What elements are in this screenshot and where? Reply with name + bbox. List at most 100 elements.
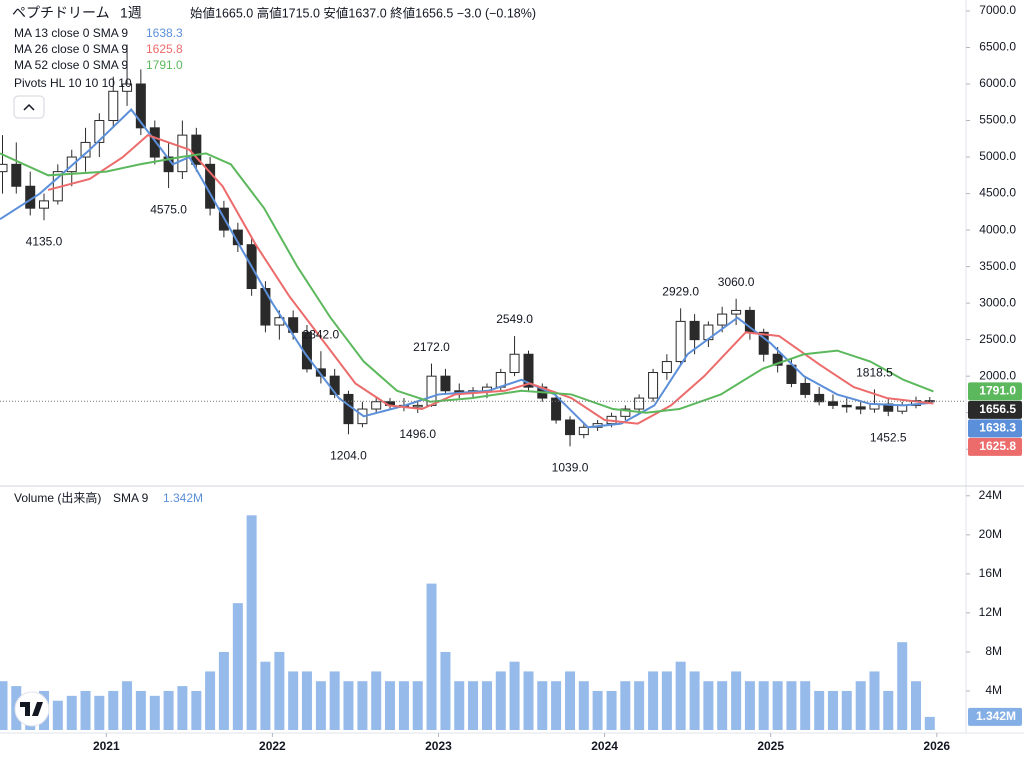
y-tick-label: 6000.0 bbox=[979, 76, 1016, 90]
candle-body bbox=[855, 406, 866, 410]
volume-bar bbox=[454, 681, 465, 730]
pivot-label: 1818.5 bbox=[856, 366, 893, 380]
volume-bar bbox=[357, 681, 368, 730]
pivots-title: Pivots HL 10 10 10 10 bbox=[14, 76, 132, 90]
price-badge-label: 1791.0 bbox=[979, 384, 1016, 398]
candle-body bbox=[717, 313, 728, 326]
volume-bar bbox=[620, 681, 631, 730]
price-badge bbox=[968, 382, 1022, 401]
candle-body bbox=[827, 401, 838, 406]
volume-bar bbox=[66, 695, 77, 730]
candle-body bbox=[135, 83, 146, 129]
candle-body bbox=[758, 331, 769, 355]
volume-bar bbox=[384, 681, 395, 730]
legend-label: MA 26 close 0 SMA 9 bbox=[14, 42, 128, 56]
pivot-label: 1452.5 bbox=[870, 430, 907, 444]
volume-bar bbox=[343, 681, 354, 730]
y-tick-label: 5500.0 bbox=[979, 113, 1016, 127]
volume-bar bbox=[786, 681, 797, 730]
legend-value: 1791.0 bbox=[146, 58, 183, 72]
candle-body bbox=[731, 309, 742, 315]
candle-body bbox=[0, 163, 8, 173]
candle-body bbox=[412, 404, 423, 408]
y-tick-label: 6500.0 bbox=[979, 40, 1016, 54]
volume-last: 1.342M bbox=[163, 491, 203, 505]
y-tick-label: 3500.0 bbox=[979, 259, 1016, 273]
volume-bar bbox=[606, 690, 617, 730]
candle-body bbox=[689, 320, 700, 341]
volume-bar bbox=[634, 681, 645, 730]
volume-bar bbox=[744, 681, 755, 730]
candle-body bbox=[648, 372, 659, 399]
volume-bar bbox=[288, 671, 299, 730]
ma-line bbox=[0, 152, 934, 414]
y-tick-label: 3000.0 bbox=[979, 295, 1016, 309]
candle-body bbox=[509, 353, 520, 374]
pivot-label: 2929.0 bbox=[662, 284, 699, 298]
volume-bar bbox=[509, 661, 520, 730]
legend-value: 1625.8 bbox=[146, 42, 183, 56]
volume-bar bbox=[578, 681, 589, 730]
volume-bar bbox=[440, 651, 451, 730]
y-tick-label: 4000.0 bbox=[979, 222, 1016, 236]
interval: 1週 bbox=[120, 5, 142, 21]
volume-bar bbox=[703, 681, 714, 730]
volume-badge-label: 1.342M bbox=[976, 709, 1016, 723]
x-tick-label: 2021 bbox=[93, 739, 120, 753]
volume-bar bbox=[135, 690, 146, 730]
y-tick-label: 4500.0 bbox=[979, 186, 1016, 200]
legend-label: MA 52 close 0 SMA 9 bbox=[14, 58, 128, 72]
pivot-label: 2549.0 bbox=[496, 312, 533, 326]
volume-bar bbox=[426, 583, 437, 730]
pivot-label: 2172.0 bbox=[413, 340, 450, 354]
candle-body bbox=[94, 120, 105, 143]
symbol: ペプチドリーム bbox=[12, 5, 110, 21]
volume-subtitle: SMA 9 bbox=[113, 491, 149, 505]
collapse-icon bbox=[23, 103, 35, 111]
volume-bar bbox=[398, 681, 409, 730]
y-tick-label: 2000.0 bbox=[979, 368, 1016, 382]
price-badge-label: 1625.8 bbox=[979, 439, 1016, 453]
volume-bar bbox=[52, 700, 63, 730]
candle-body bbox=[122, 83, 133, 92]
volume-bar bbox=[260, 661, 271, 730]
price-badge bbox=[968, 400, 1022, 419]
price-badge bbox=[968, 419, 1022, 438]
volume-title: Volume (出来高) bbox=[14, 490, 101, 505]
x-tick-label: 2022 bbox=[259, 739, 286, 753]
volume-bar bbox=[232, 603, 243, 730]
overlay: ペプチドリーム 1週 始値1665.0 高値1715.0 安値1637.0 終値… bbox=[12, 5, 1022, 727]
volume-bar bbox=[551, 681, 562, 730]
volume-bar bbox=[149, 695, 160, 730]
volume-bar bbox=[661, 671, 672, 730]
candle-body bbox=[800, 382, 811, 395]
candle-body bbox=[191, 134, 202, 165]
candle-body bbox=[661, 361, 672, 374]
volume-bar bbox=[855, 681, 866, 730]
volume-bar bbox=[481, 681, 492, 730]
x-tick-label: 2026 bbox=[923, 739, 950, 753]
collapse-button[interactable] bbox=[13, 95, 45, 119]
volume-bar bbox=[731, 671, 742, 730]
candle-body bbox=[39, 200, 50, 209]
volume-bar bbox=[565, 671, 576, 730]
pivot-label: 1496.0 bbox=[399, 427, 436, 441]
price-badge-label: 1638.3 bbox=[979, 421, 1016, 435]
volume-bar bbox=[0, 681, 8, 730]
candle-body bbox=[177, 134, 188, 173]
volume-bar bbox=[869, 671, 880, 730]
y-tick-label: 12M bbox=[979, 605, 1002, 619]
volume-bar bbox=[648, 671, 659, 730]
candle-body bbox=[440, 375, 451, 392]
y-tick-label: 2500.0 bbox=[979, 332, 1016, 346]
volume-bar bbox=[827, 690, 838, 730]
candle-body bbox=[578, 426, 589, 436]
candle-body bbox=[371, 401, 382, 410]
volume-bar bbox=[163, 690, 174, 730]
volume-bar bbox=[468, 681, 479, 730]
y-tick-label: 4M bbox=[985, 683, 1002, 697]
volume-bar bbox=[924, 716, 935, 730]
candle-body bbox=[675, 320, 686, 363]
candle-body bbox=[260, 288, 271, 326]
